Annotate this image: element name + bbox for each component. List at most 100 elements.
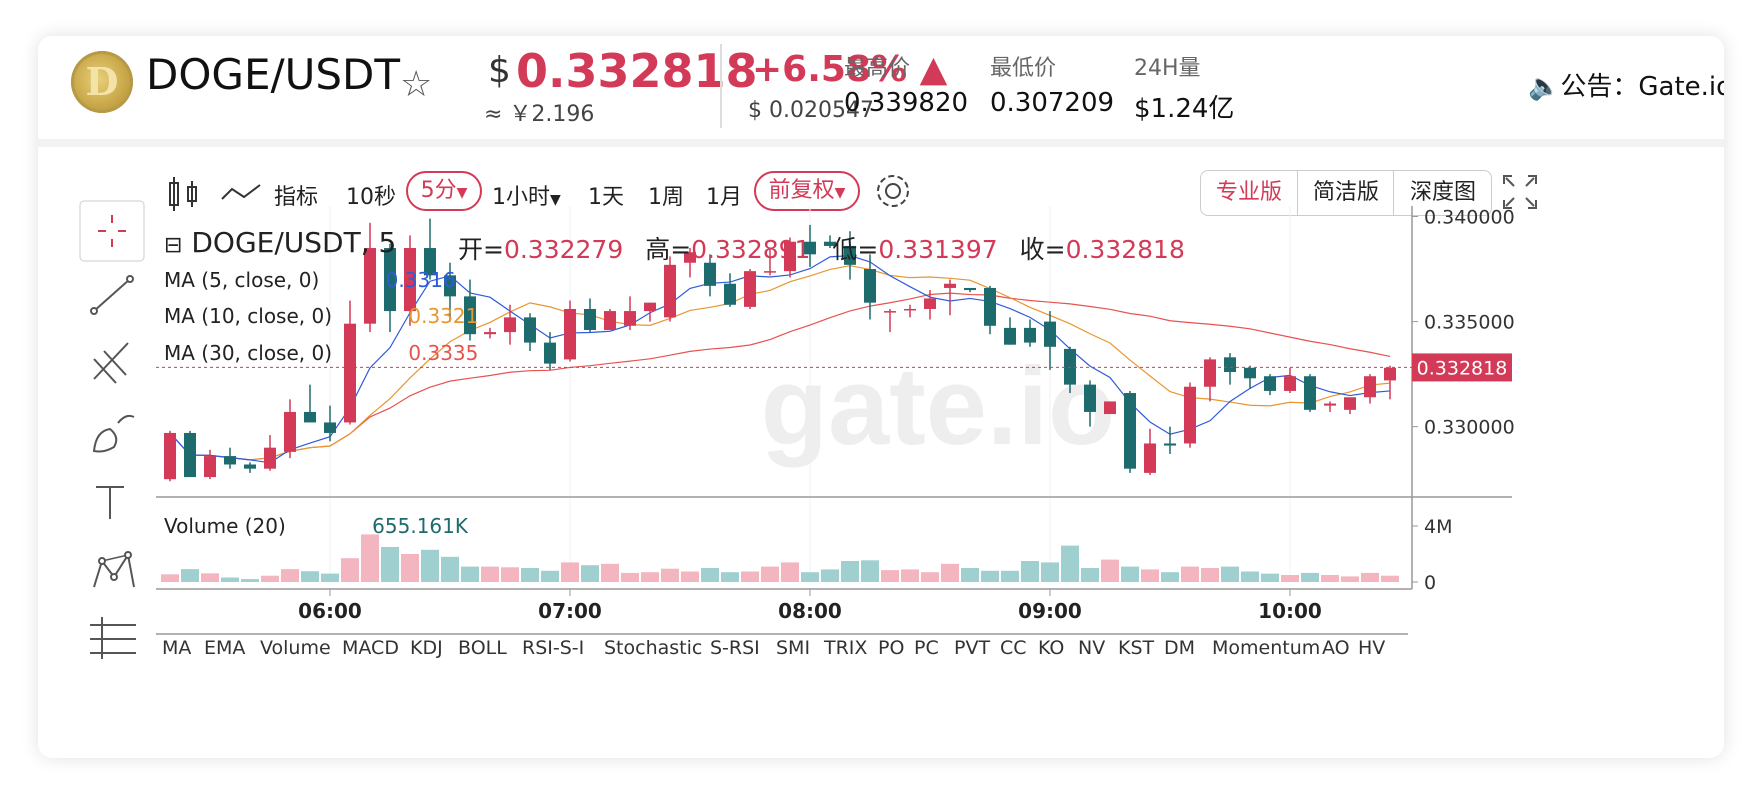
low-label: 最低价 xyxy=(990,56,1057,81)
measure-tool-icon[interactable] xyxy=(90,617,136,659)
trendline-tool-icon[interactable] xyxy=(90,275,134,315)
candle xyxy=(184,430,196,478)
candle-body xyxy=(204,456,216,478)
interval-1d[interactable]: 1天 xyxy=(588,185,624,210)
indicator-tab-trix[interactable]: TRIX xyxy=(824,637,868,659)
indicator-tab-kst[interactable]: KST xyxy=(1118,637,1155,659)
candle xyxy=(204,449,216,480)
indicator-tab-kdj[interactable]: KDJ xyxy=(410,637,443,659)
fibonacci-tool-icon[interactable] xyxy=(93,342,129,384)
candle xyxy=(644,302,656,322)
volume-bars xyxy=(161,534,1399,582)
candle-body xyxy=(524,317,536,343)
volume-bar xyxy=(1121,566,1139,582)
candle xyxy=(1284,367,1296,394)
interval-10s[interactable]: 10秒 xyxy=(346,185,396,210)
candle-body xyxy=(384,248,396,312)
candle-body xyxy=(1264,376,1276,391)
line-indicator-icon[interactable] xyxy=(220,179,264,209)
candle-body xyxy=(444,275,456,297)
volume-bar xyxy=(201,573,219,582)
indicator-tab-pvt[interactable]: PVT xyxy=(954,637,991,659)
candle xyxy=(684,248,696,278)
indicator-tab-hv[interactable]: HV xyxy=(1358,637,1386,659)
indicator-tab-ko[interactable]: KO xyxy=(1038,637,1065,659)
volume-bar xyxy=(721,572,739,582)
pattern-tool-icon[interactable] xyxy=(93,551,135,588)
candle-body xyxy=(1044,321,1056,347)
indicator-tabs: MA EMA Volume MACD KDJ BOLL RSI-S-I Stochastic S… xyxy=(162,637,1662,667)
ma30-line xyxy=(169,292,1391,461)
candle-body xyxy=(424,248,436,276)
indicator-tab-momentum[interactable]: Momentum xyxy=(1212,637,1321,659)
indicator-tab-cc[interactable]: CC xyxy=(1000,637,1027,659)
candle-body xyxy=(1064,348,1076,385)
volume-bar xyxy=(961,568,979,582)
drawing-tools-svg xyxy=(79,200,145,659)
indicator-tab-ma[interactable]: MA xyxy=(162,637,192,659)
candle-body xyxy=(804,241,816,255)
indicator-tab-smi[interactable]: SMI xyxy=(776,637,811,659)
candle xyxy=(1224,353,1236,385)
candle-body xyxy=(1224,357,1236,373)
indicator-tab-volume[interactable]: Volume xyxy=(260,637,331,659)
settings-gear-icon[interactable] xyxy=(872,170,914,212)
indicator-tab-boll[interactable]: BOLL xyxy=(458,637,507,659)
candle xyxy=(564,300,576,362)
indicator-tab-ema[interactable]: EMA xyxy=(204,637,246,659)
announcement[interactable]: 🔈公告：Gate.io xyxy=(1528,72,1724,102)
ma30-legend: MA (30, close, 0) 0.3335 xyxy=(164,341,479,365)
adjust-dropdown[interactable]: 前复权▼ xyxy=(754,171,860,211)
candle xyxy=(704,254,716,297)
collapse-icon[interactable]: ⊟ xyxy=(164,233,183,258)
ticker-header: D DOGE/USDT ☆ $ 0.332818 ≈ ￥2.196 +6.58%… xyxy=(38,36,1724,139)
candle-body xyxy=(644,302,656,312)
volume-bar xyxy=(1381,575,1399,582)
text-tool-icon[interactable] xyxy=(96,486,124,519)
candle-body xyxy=(404,248,416,312)
candlestick-type-icon[interactable] xyxy=(164,175,204,215)
candle-body xyxy=(1084,384,1096,412)
volume-bar xyxy=(421,549,439,582)
indicator-button[interactable]: 指标 xyxy=(274,185,319,210)
indicator-tab-rsi-s-i[interactable]: RSI-S-I xyxy=(522,637,585,659)
indicator-tab-pc[interactable]: PC xyxy=(914,637,939,659)
indicator-tab-ao[interactable]: AO xyxy=(1322,637,1350,659)
volume-bar xyxy=(821,569,839,582)
volume-bar xyxy=(661,568,679,582)
brush-tool-icon[interactable] xyxy=(92,414,135,453)
indicator-tab-po[interactable]: PO xyxy=(878,637,905,659)
interval-5m[interactable]: 5分▼ xyxy=(406,171,482,211)
volume-bar xyxy=(1301,572,1319,582)
candlestick-chart[interactable]: gate.io 0.340000 0.335000 0.330000 0.332818… xyxy=(38,36,1724,758)
time-tick-label: 06:00 xyxy=(298,599,362,623)
indicator-tab-dm[interactable]: DM xyxy=(1164,637,1196,659)
interval-1h[interactable]: 1小时▼ xyxy=(492,185,561,210)
pro-version-tab[interactable]: 专业版 xyxy=(1215,180,1282,205)
favorite-star-icon[interactable]: ☆ xyxy=(400,64,433,105)
volume-bar xyxy=(1341,576,1359,582)
candle-body xyxy=(764,271,776,273)
indicator-tab-nv[interactable]: NV xyxy=(1078,637,1106,659)
interval-1w[interactable]: 1周 xyxy=(648,185,684,210)
change-absolute: $ 0.020547 xyxy=(748,98,874,123)
candle xyxy=(984,285,996,335)
simple-version-tab[interactable]: 简洁版 xyxy=(1297,171,1394,215)
time-tick-label: 07:00 xyxy=(538,599,602,623)
crosshair-tool-icon[interactable] xyxy=(79,200,145,262)
volume-bar xyxy=(861,560,879,582)
indicator-tab-stochastic[interactable]: Stochastic xyxy=(604,637,703,659)
candle-body xyxy=(304,411,316,423)
legend-title: DOGE/USDT, 5 xyxy=(191,226,397,259)
candles-group xyxy=(164,218,1396,482)
indicator-tab-macd[interactable]: MACD xyxy=(342,637,399,659)
depth-chart-tab[interactable]: 深度图 xyxy=(1393,171,1491,215)
indicator-tab-s-rsi[interactable]: S-RSI xyxy=(710,637,760,659)
candle xyxy=(1264,374,1276,396)
fullscreen-icon[interactable] xyxy=(1500,172,1540,212)
candle xyxy=(1004,317,1016,345)
candle-body xyxy=(924,298,936,309)
interval-1mo[interactable]: 1月 xyxy=(706,185,742,210)
candle xyxy=(944,279,956,316)
volume-legend: Volume (20) 655.161K xyxy=(164,514,468,538)
